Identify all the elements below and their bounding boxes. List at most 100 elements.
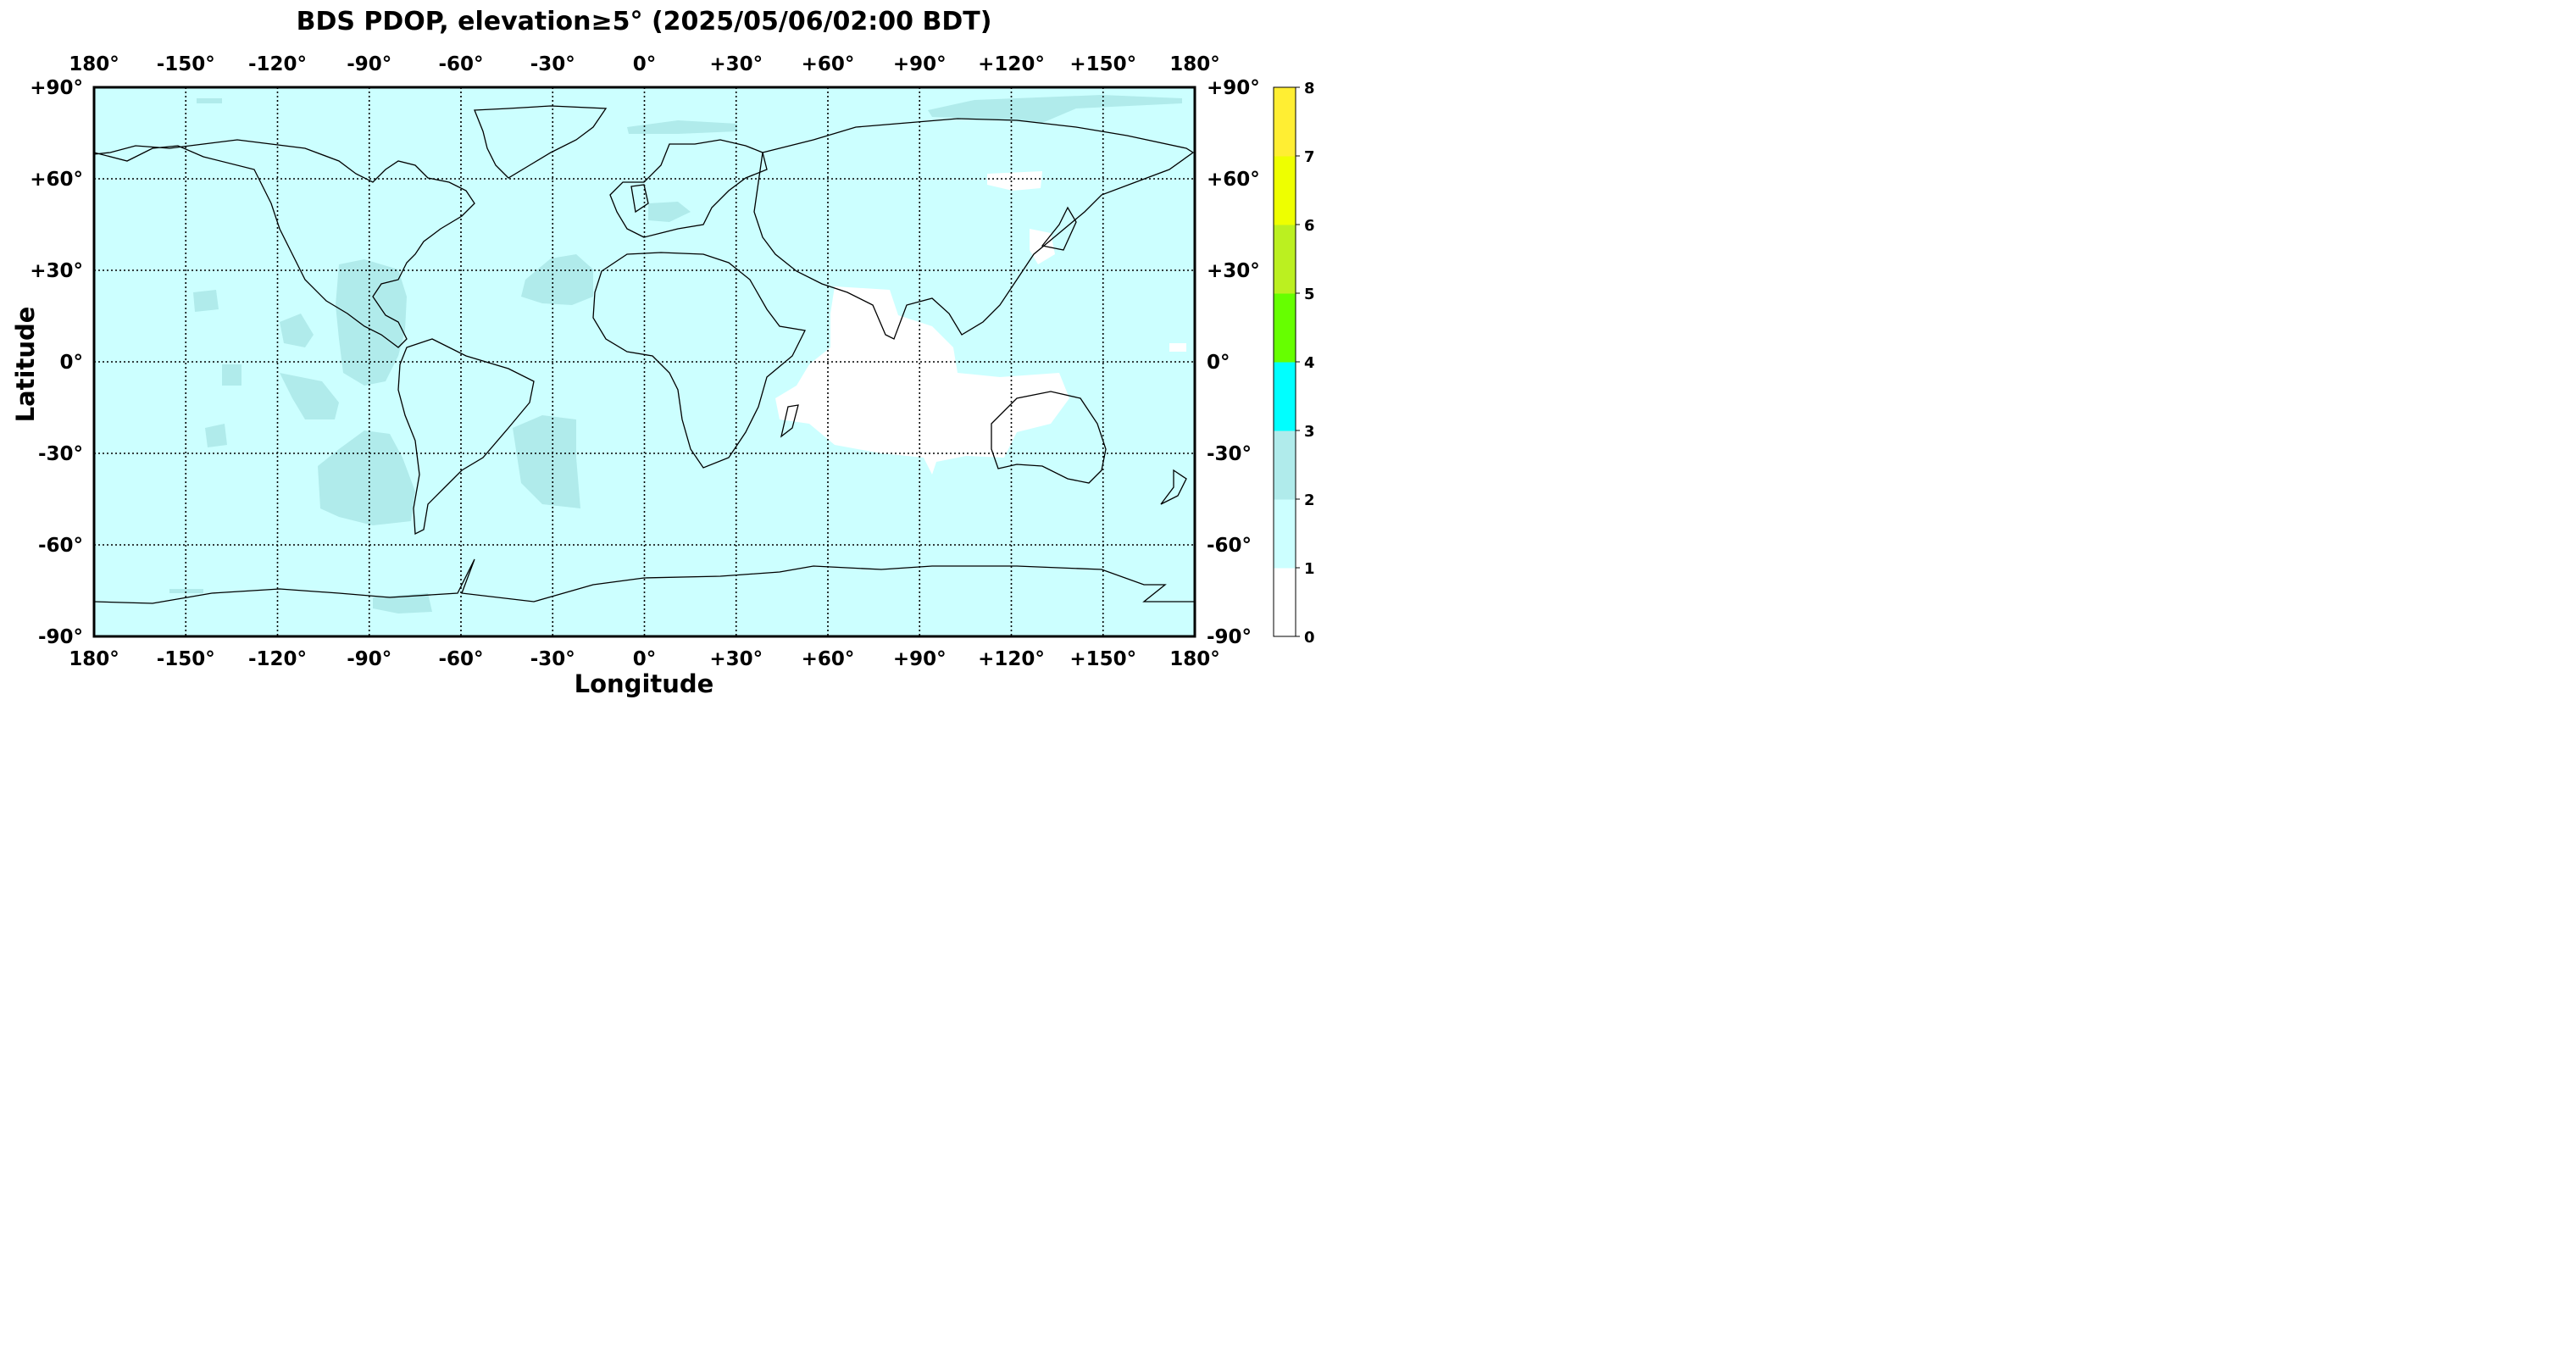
coast-madagascar bbox=[780, 404, 799, 438]
pdop-region-pacific-small-2 bbox=[205, 424, 227, 447]
colorbar-tick-label: 7 bbox=[1304, 148, 1315, 166]
y-axis-title: Latitude bbox=[11, 306, 40, 423]
lon-tick-label-bottom: -30° bbox=[530, 648, 575, 670]
coast-australia bbox=[991, 391, 1107, 484]
colorbar-bin bbox=[1274, 156, 1296, 225]
pdop-region-west-pacific bbox=[1169, 343, 1186, 352]
lon-tick-label-top: -60° bbox=[438, 53, 483, 75]
colorbar-bin bbox=[1274, 362, 1296, 431]
lat-tick-label-right: +60° bbox=[1207, 169, 1260, 191]
map-plot: 180° -150° -120° -90° -60° -30° 0° +30° +60° +90°… bbox=[30, 53, 1315, 670]
colorbar-bin bbox=[1274, 225, 1296, 294]
colorbar-tick-label: 1 bbox=[1304, 560, 1315, 578]
lon-tick-label-bottom: -90° bbox=[347, 648, 391, 670]
lon-tick-label-bottom: -150° bbox=[157, 648, 215, 670]
lat-tick-label-right: 0° bbox=[1207, 352, 1230, 374]
pdop-region-antarctic-1 bbox=[373, 593, 432, 614]
colorbar-tick-label: 3 bbox=[1304, 423, 1315, 441]
pdop-region-central-america bbox=[336, 259, 407, 386]
colorbar-tick-label: 6 bbox=[1304, 217, 1315, 235]
colorbar-bin bbox=[1274, 87, 1296, 157]
lat-tick-label-right: -60° bbox=[1207, 535, 1252, 557]
plot-frame bbox=[92, 86, 1196, 638]
lat-tick-label-left: -60° bbox=[38, 535, 83, 557]
coast-japan bbox=[1041, 206, 1077, 251]
lat-tick-label-left: +30° bbox=[30, 260, 83, 282]
lat-tick-label-right: +90° bbox=[1207, 77, 1260, 99]
lon-tick-label-top: -30° bbox=[530, 53, 575, 75]
coast-south-america bbox=[397, 338, 535, 536]
lon-tick-label-top: +150° bbox=[1069, 53, 1136, 75]
pdop-map-figure: BDS PDOP, elevation≥5° (2025/05/06/02:00… bbox=[0, 0, 1322, 701]
gridlines bbox=[94, 87, 1195, 636]
lon-tick-label-bottom: +120° bbox=[978, 648, 1045, 670]
pdop-region-near-north-asia bbox=[987, 171, 1042, 191]
colorbar-tick-label: 0 bbox=[1304, 629, 1315, 647]
colorbar-tick-label: 8 bbox=[1304, 80, 1315, 97]
lat-ticks-left: +90° +60° +30° 0° -30° -60° -90° bbox=[30, 77, 83, 648]
lon-ticks-bottom: 180° -150° -120° -90° -60° -30° 0° +30° +60° +90°… bbox=[69, 648, 1220, 670]
lon-tick-label-bottom: +90° bbox=[893, 648, 947, 670]
colorbar-bin bbox=[1274, 499, 1296, 569]
coast-asia bbox=[753, 118, 1195, 340]
pdop-region-south-atlantic bbox=[513, 415, 580, 508]
lon-tick-label-bottom: +60° bbox=[802, 648, 855, 670]
lat-tick-label-right: -30° bbox=[1207, 443, 1252, 465]
lon-tick-label-top: 180° bbox=[1169, 53, 1220, 75]
pdop-region-central-pacific bbox=[280, 314, 314, 347]
pdop-region-north-atlantic bbox=[521, 254, 593, 305]
pdop-region-pacific-small-1 bbox=[222, 364, 242, 386]
pdop-region-arctic-russia bbox=[928, 95, 1182, 123]
lat-tick-label-left: +60° bbox=[30, 169, 83, 191]
lon-tick-label-top: 0° bbox=[633, 53, 657, 75]
coast-europe bbox=[609, 139, 768, 238]
lon-tick-label-top: -150° bbox=[157, 53, 215, 75]
coast-africa bbox=[592, 252, 806, 469]
pdop-region-west-europe bbox=[648, 202, 691, 222]
lat-tick-label-right: +30° bbox=[1207, 260, 1260, 282]
colorbar-tick-label: 2 bbox=[1304, 491, 1315, 509]
pdop-region-indian-ocean bbox=[775, 286, 1069, 475]
lon-tick-label-bottom: +30° bbox=[709, 648, 763, 670]
lat-tick-label-left: +90° bbox=[30, 77, 83, 99]
pdop-region-antarctic-2 bbox=[169, 589, 203, 593]
lat-tick-label-left: -90° bbox=[38, 626, 83, 648]
lon-tick-label-top: -120° bbox=[248, 53, 307, 75]
coast-new-zealand bbox=[1160, 469, 1187, 505]
pdop-region-arctic-europe bbox=[627, 120, 737, 134]
lon-tick-label-top: -90° bbox=[347, 53, 391, 75]
colorbar-bin bbox=[1274, 568, 1296, 637]
colorbar-tick-label: 4 bbox=[1304, 354, 1315, 372]
lon-tick-label-bottom: 0° bbox=[633, 648, 657, 670]
coast-north-america bbox=[94, 139, 475, 348]
pdop-region-hawaii bbox=[193, 290, 219, 312]
colorbar: 0 1 2 3 4 5 6 7 8 bbox=[1273, 80, 1315, 647]
coast-uk bbox=[630, 184, 649, 214]
lat-tick-label-right: -90° bbox=[1207, 626, 1252, 648]
colorbar-tick-label: 5 bbox=[1304, 286, 1315, 303]
lat-ticks-right: +90° +60° +30° 0° -30° -60° -90° bbox=[1207, 77, 1260, 648]
pdop-2-3-regions bbox=[169, 95, 1182, 614]
x-axis-title: Longitude bbox=[574, 669, 714, 698]
lon-tick-label-top: 180° bbox=[69, 53, 119, 75]
lon-tick-label-bottom: -60° bbox=[438, 648, 483, 670]
lon-tick-label-top: +90° bbox=[893, 53, 947, 75]
colorbar-bin bbox=[1274, 430, 1296, 500]
lon-tick-label-top: +60° bbox=[802, 53, 855, 75]
chart-title: BDS PDOP, elevation≥5° (2025/05/06/02:00… bbox=[296, 7, 992, 36]
lon-tick-label-bottom: 180° bbox=[1169, 648, 1220, 670]
pdop-region-north-pole-cap bbox=[197, 98, 222, 103]
lon-ticks-top: 180° -150° -120° -90° -60° -30° 0° +30° +60° +90°… bbox=[69, 53, 1220, 75]
pdop-region-south-pacific bbox=[318, 430, 415, 525]
lon-tick-label-top: +120° bbox=[978, 53, 1045, 75]
lon-tick-label-bottom: 180° bbox=[69, 648, 119, 670]
lon-tick-label-top: +30° bbox=[709, 53, 763, 75]
lat-tick-label-left: 0° bbox=[59, 352, 83, 374]
lat-tick-label-left: -30° bbox=[38, 443, 83, 465]
colorbar-bin bbox=[1274, 293, 1296, 363]
lon-tick-label-bottom: +150° bbox=[1069, 648, 1136, 670]
coast-antarctica bbox=[94, 558, 1195, 604]
coastlines bbox=[94, 105, 1195, 604]
coast-greenland bbox=[474, 105, 608, 179]
lon-tick-label-bottom: -120° bbox=[248, 648, 307, 670]
